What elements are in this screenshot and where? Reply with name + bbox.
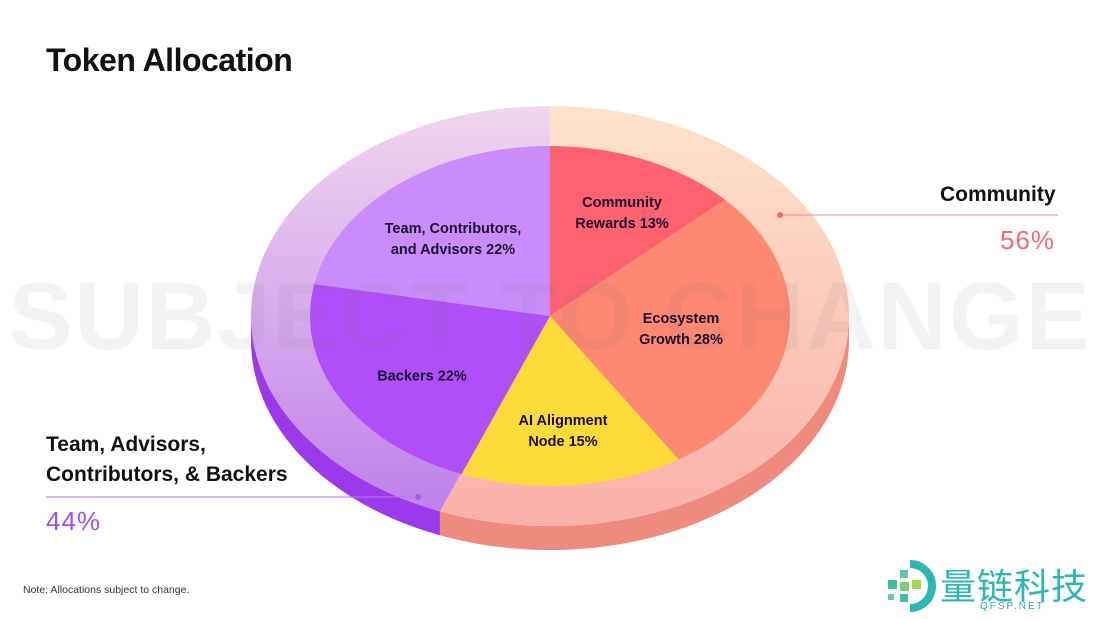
logo: 量链科技 QFSP.NET xyxy=(880,558,1100,618)
ring-side-team xyxy=(251,316,440,536)
team-group-percent: 44% xyxy=(46,506,102,536)
logo-subtext: QFSP.NET xyxy=(980,601,1045,612)
ring-side-community xyxy=(439,316,849,550)
slice-label-team: Team, Contributors, and Advisors 22% xyxy=(384,221,522,258)
slice-label-ecosystem-growth: Ecosystem Growth 28% xyxy=(639,311,723,348)
slice-label-ai-alignment-node: AI Alignment Node 15% xyxy=(518,413,608,450)
team-group-label: Team, Advisors, Contributors, & Backers xyxy=(46,433,288,486)
slice-label-community-rewards: Community Rewards 13% xyxy=(575,195,669,232)
logo-icon xyxy=(888,560,936,612)
chart-title: Token Allocation xyxy=(46,42,293,78)
community-leader-dot xyxy=(777,212,783,218)
slice-community-rewards xyxy=(550,146,725,316)
slice-ai-alignment-node xyxy=(461,316,679,487)
team-leader-dot xyxy=(415,494,421,500)
slice-backers xyxy=(310,284,550,475)
community-group-percent: 56% xyxy=(1000,225,1056,255)
logo-text: 量链科技 xyxy=(940,567,1089,608)
footnote: Note: Allocations subject to change. xyxy=(23,584,190,596)
community-group-label: Community xyxy=(940,183,1056,206)
slice-ecosystem-growth xyxy=(550,199,791,460)
slice-team-contributors-and-advisors xyxy=(314,146,550,316)
slice-label-backers: Backers 22% xyxy=(377,368,467,385)
